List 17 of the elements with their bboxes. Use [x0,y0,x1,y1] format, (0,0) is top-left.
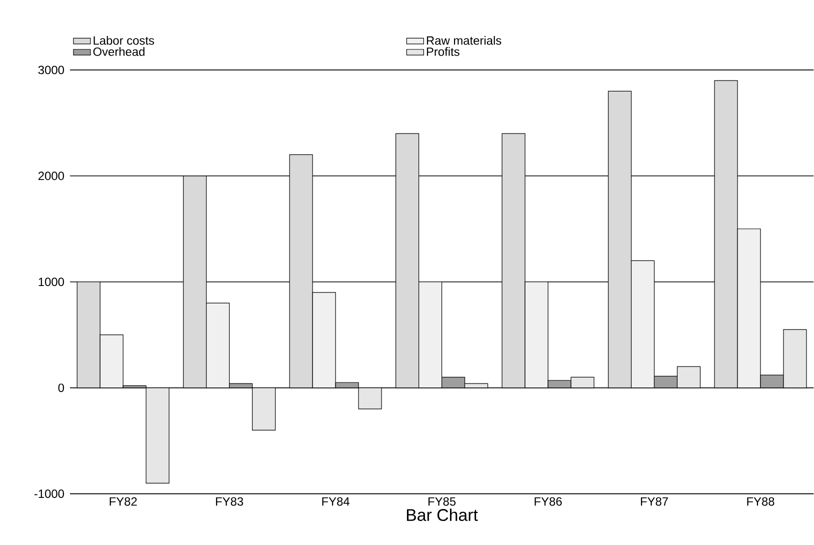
x-tick-label: FY83 [216,497,244,506]
y-tick-label: 1000 [38,278,64,286]
legend-label: Raw materials [426,36,502,45]
x-tick-label: FY86 [534,497,562,506]
y-tick-label: 2000 [38,172,64,180]
legend-label: Profits [426,47,460,56]
x-tick-label: FY85 [428,497,456,506]
legend-label: Labor costs [94,36,154,45]
x-tick-label: FY87 [640,497,668,506]
y-tick-label: 0 [58,384,64,392]
x-tick-label: FY82 [110,497,137,506]
y-tick-label: -1000 [34,490,64,498]
x-tick-label: FY88 [747,497,774,506]
x-axis-title: Bar Chart [406,508,478,522]
legend-label: Overhead [93,47,144,56]
y-tick-label: 3000 [38,66,64,74]
x-tick-label: FY84 [322,497,350,506]
